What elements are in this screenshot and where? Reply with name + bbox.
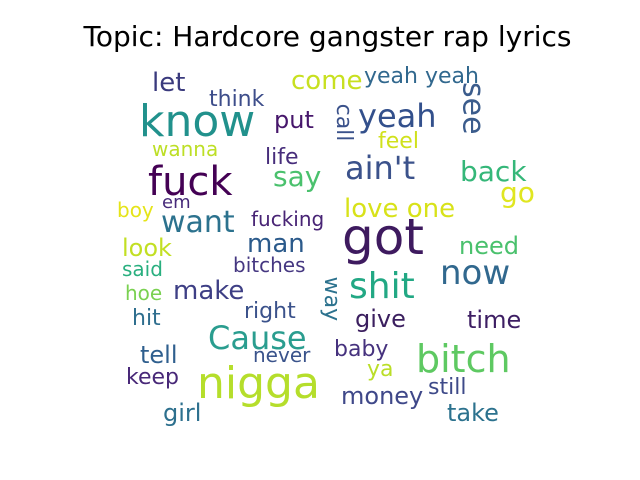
word-go: go <box>500 176 535 209</box>
word-need: need <box>459 232 519 260</box>
word-put: put <box>274 106 314 134</box>
word-girl: girl <box>163 399 201 427</box>
word-never: never <box>253 343 311 367</box>
word-let: let <box>152 68 185 98</box>
word-back: back <box>460 155 527 188</box>
word-take: take <box>447 399 499 427</box>
word-way: way <box>319 277 344 322</box>
word-still: still <box>428 375 466 400</box>
word-make: make <box>173 276 244 306</box>
word-hit: hit <box>132 306 161 331</box>
word-bitches: bitches <box>233 253 306 277</box>
word-now: now <box>440 253 510 293</box>
word-come: come <box>291 66 363 96</box>
word-right: right <box>244 299 296 324</box>
word-said: said <box>122 257 163 281</box>
word-tell: tell <box>140 341 178 369</box>
word-yeah-yeah: yeah yeah <box>364 64 479 89</box>
word-want: want <box>161 205 235 240</box>
word-man: man <box>247 229 305 259</box>
word-give: give <box>355 305 406 333</box>
word-yeah: yeah <box>358 97 437 135</box>
word-boy: boy <box>117 198 154 222</box>
word-feel: feel <box>378 129 419 154</box>
word-money: money <box>341 382 423 410</box>
word-cause: Cause <box>208 319 307 357</box>
word-ya: ya <box>367 357 394 382</box>
word-love-one: love one <box>344 194 455 224</box>
word-think: think <box>209 87 265 112</box>
word-baby: baby <box>334 337 388 362</box>
word-know: know <box>139 96 255 147</box>
word-look: look <box>122 234 172 262</box>
word-got: got <box>342 208 424 266</box>
word-fuck: fuck <box>148 159 233 205</box>
word-life: life <box>265 145 299 170</box>
word-keep: keep <box>126 365 179 390</box>
word-em: em <box>162 192 191 213</box>
word-time: time <box>467 306 521 334</box>
word-see: see <box>456 82 491 135</box>
word-call: call <box>331 104 356 142</box>
word-ain-t: ain't <box>345 149 415 187</box>
word-wanna: wanna <box>152 137 218 161</box>
word-nigga: nigga <box>197 358 320 409</box>
word-shit: shit <box>349 266 415 307</box>
chart-title: Topic: Hardcore gangster rap lyrics <box>83 20 572 53</box>
word-fucking: fucking <box>251 207 324 231</box>
word-bitch: bitch <box>416 337 511 381</box>
word-hoe: hoe <box>125 281 162 305</box>
word-say: say <box>273 160 321 193</box>
